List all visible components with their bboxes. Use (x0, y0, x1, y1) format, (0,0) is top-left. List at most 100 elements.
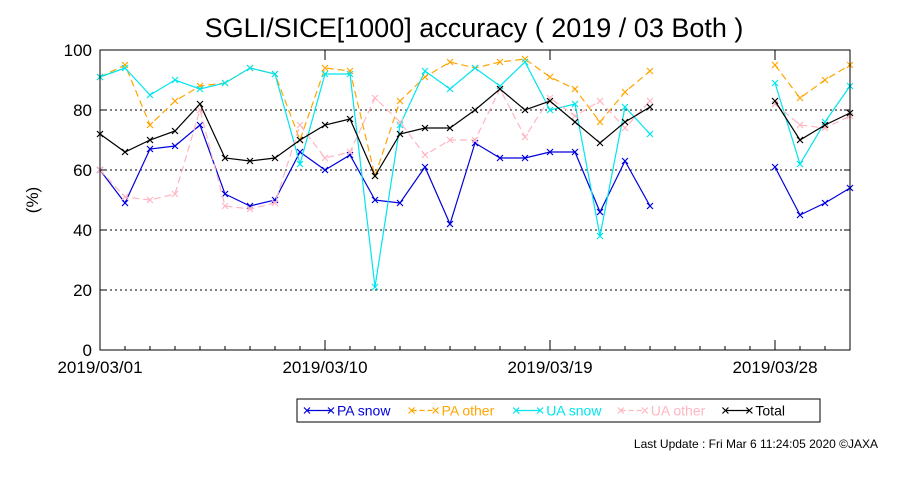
data-point (346, 70, 354, 78)
data-point (271, 154, 279, 162)
data-point (396, 121, 404, 129)
data-point (596, 232, 604, 240)
y-tick-label: 60 (73, 161, 92, 180)
data-point (771, 79, 779, 87)
data-point (621, 103, 629, 111)
y-tick-label: 100 (64, 41, 92, 60)
data-point (796, 136, 804, 144)
data-point (121, 61, 129, 69)
data-point (521, 58, 529, 66)
legend-marker (641, 407, 649, 414)
data-point (321, 166, 329, 174)
series-line (774, 103, 851, 129)
data-point (121, 64, 129, 72)
data-point (646, 103, 654, 111)
data-point (296, 136, 304, 144)
data-point (321, 154, 329, 162)
data-point (196, 85, 204, 93)
data-point (121, 193, 129, 201)
data-point (246, 157, 254, 165)
data-point (571, 85, 579, 93)
grid-lines (100, 109, 850, 291)
data-point (596, 97, 604, 105)
y-tick-label: 80 (73, 101, 92, 120)
data-point (121, 199, 129, 207)
data-point (146, 121, 154, 129)
data-point (521, 154, 529, 162)
data-point (421, 151, 429, 159)
data-point (421, 67, 429, 75)
data-point (571, 112, 579, 120)
legend-box (296, 398, 821, 423)
series-line (774, 82, 851, 166)
series-pa-other (96, 55, 854, 180)
data-point (521, 133, 529, 141)
data-point (296, 121, 304, 129)
legend-marker (536, 407, 544, 414)
data-point (446, 58, 454, 66)
data-point (521, 55, 529, 63)
data-point (521, 106, 529, 114)
data-point (471, 64, 479, 72)
y-tick-label: 20 (73, 281, 92, 300)
series-line (774, 64, 851, 99)
data-point (821, 121, 829, 129)
data-point (796, 160, 804, 168)
data-point (621, 157, 629, 165)
legend-marker (512, 407, 520, 414)
data-point (321, 121, 329, 129)
data-point (346, 151, 354, 159)
data-point (821, 199, 829, 207)
legend-marker (432, 407, 440, 414)
data-point (371, 172, 379, 180)
data-point (771, 97, 779, 105)
data-point (796, 121, 804, 129)
data-point (596, 118, 604, 126)
data-point (496, 85, 504, 93)
data-point (171, 190, 179, 198)
data-point (596, 208, 604, 216)
data-point (796, 94, 804, 102)
data-point (646, 202, 654, 210)
x-tick-label: 2019/03/01 (57, 358, 142, 377)
y-tick-label: 40 (73, 221, 92, 240)
x-tick-label: 2019/03/19 (507, 358, 592, 377)
data-point (421, 124, 429, 132)
data-point (371, 283, 379, 291)
data-point (446, 124, 454, 132)
data-point (646, 97, 654, 105)
data-point (171, 76, 179, 84)
data-point (621, 118, 629, 126)
legend-marker (408, 407, 416, 414)
data-point (571, 100, 579, 108)
data-point (446, 85, 454, 93)
data-point (471, 139, 479, 147)
legend-marker (327, 407, 335, 414)
series-line (774, 100, 851, 141)
data-point (646, 67, 654, 75)
data-point (621, 88, 629, 96)
legend-label: Total (755, 403, 785, 419)
legend-label: PA snow (337, 403, 391, 419)
data-point (321, 64, 329, 72)
data-point (221, 202, 229, 210)
series-line (99, 88, 651, 178)
data-point (546, 94, 554, 102)
data-point (346, 148, 354, 156)
data-point (171, 127, 179, 135)
data-point (396, 199, 404, 207)
data-point (796, 211, 804, 219)
data-point (196, 121, 204, 129)
axis-ticks: 0 20 40 60 80 100 2019/03/01 2019/03/10 2019/03/… (57, 41, 851, 377)
data-point (646, 130, 654, 138)
series-lines (96, 55, 854, 291)
data-point (571, 148, 579, 156)
data-point (346, 67, 354, 75)
y-axis-label: (%) (23, 187, 42, 213)
series-ua-snow (96, 58, 854, 291)
plot-frame (99, 49, 851, 351)
legend-marker (303, 407, 311, 414)
data-point (471, 136, 479, 144)
data-point (546, 73, 554, 81)
